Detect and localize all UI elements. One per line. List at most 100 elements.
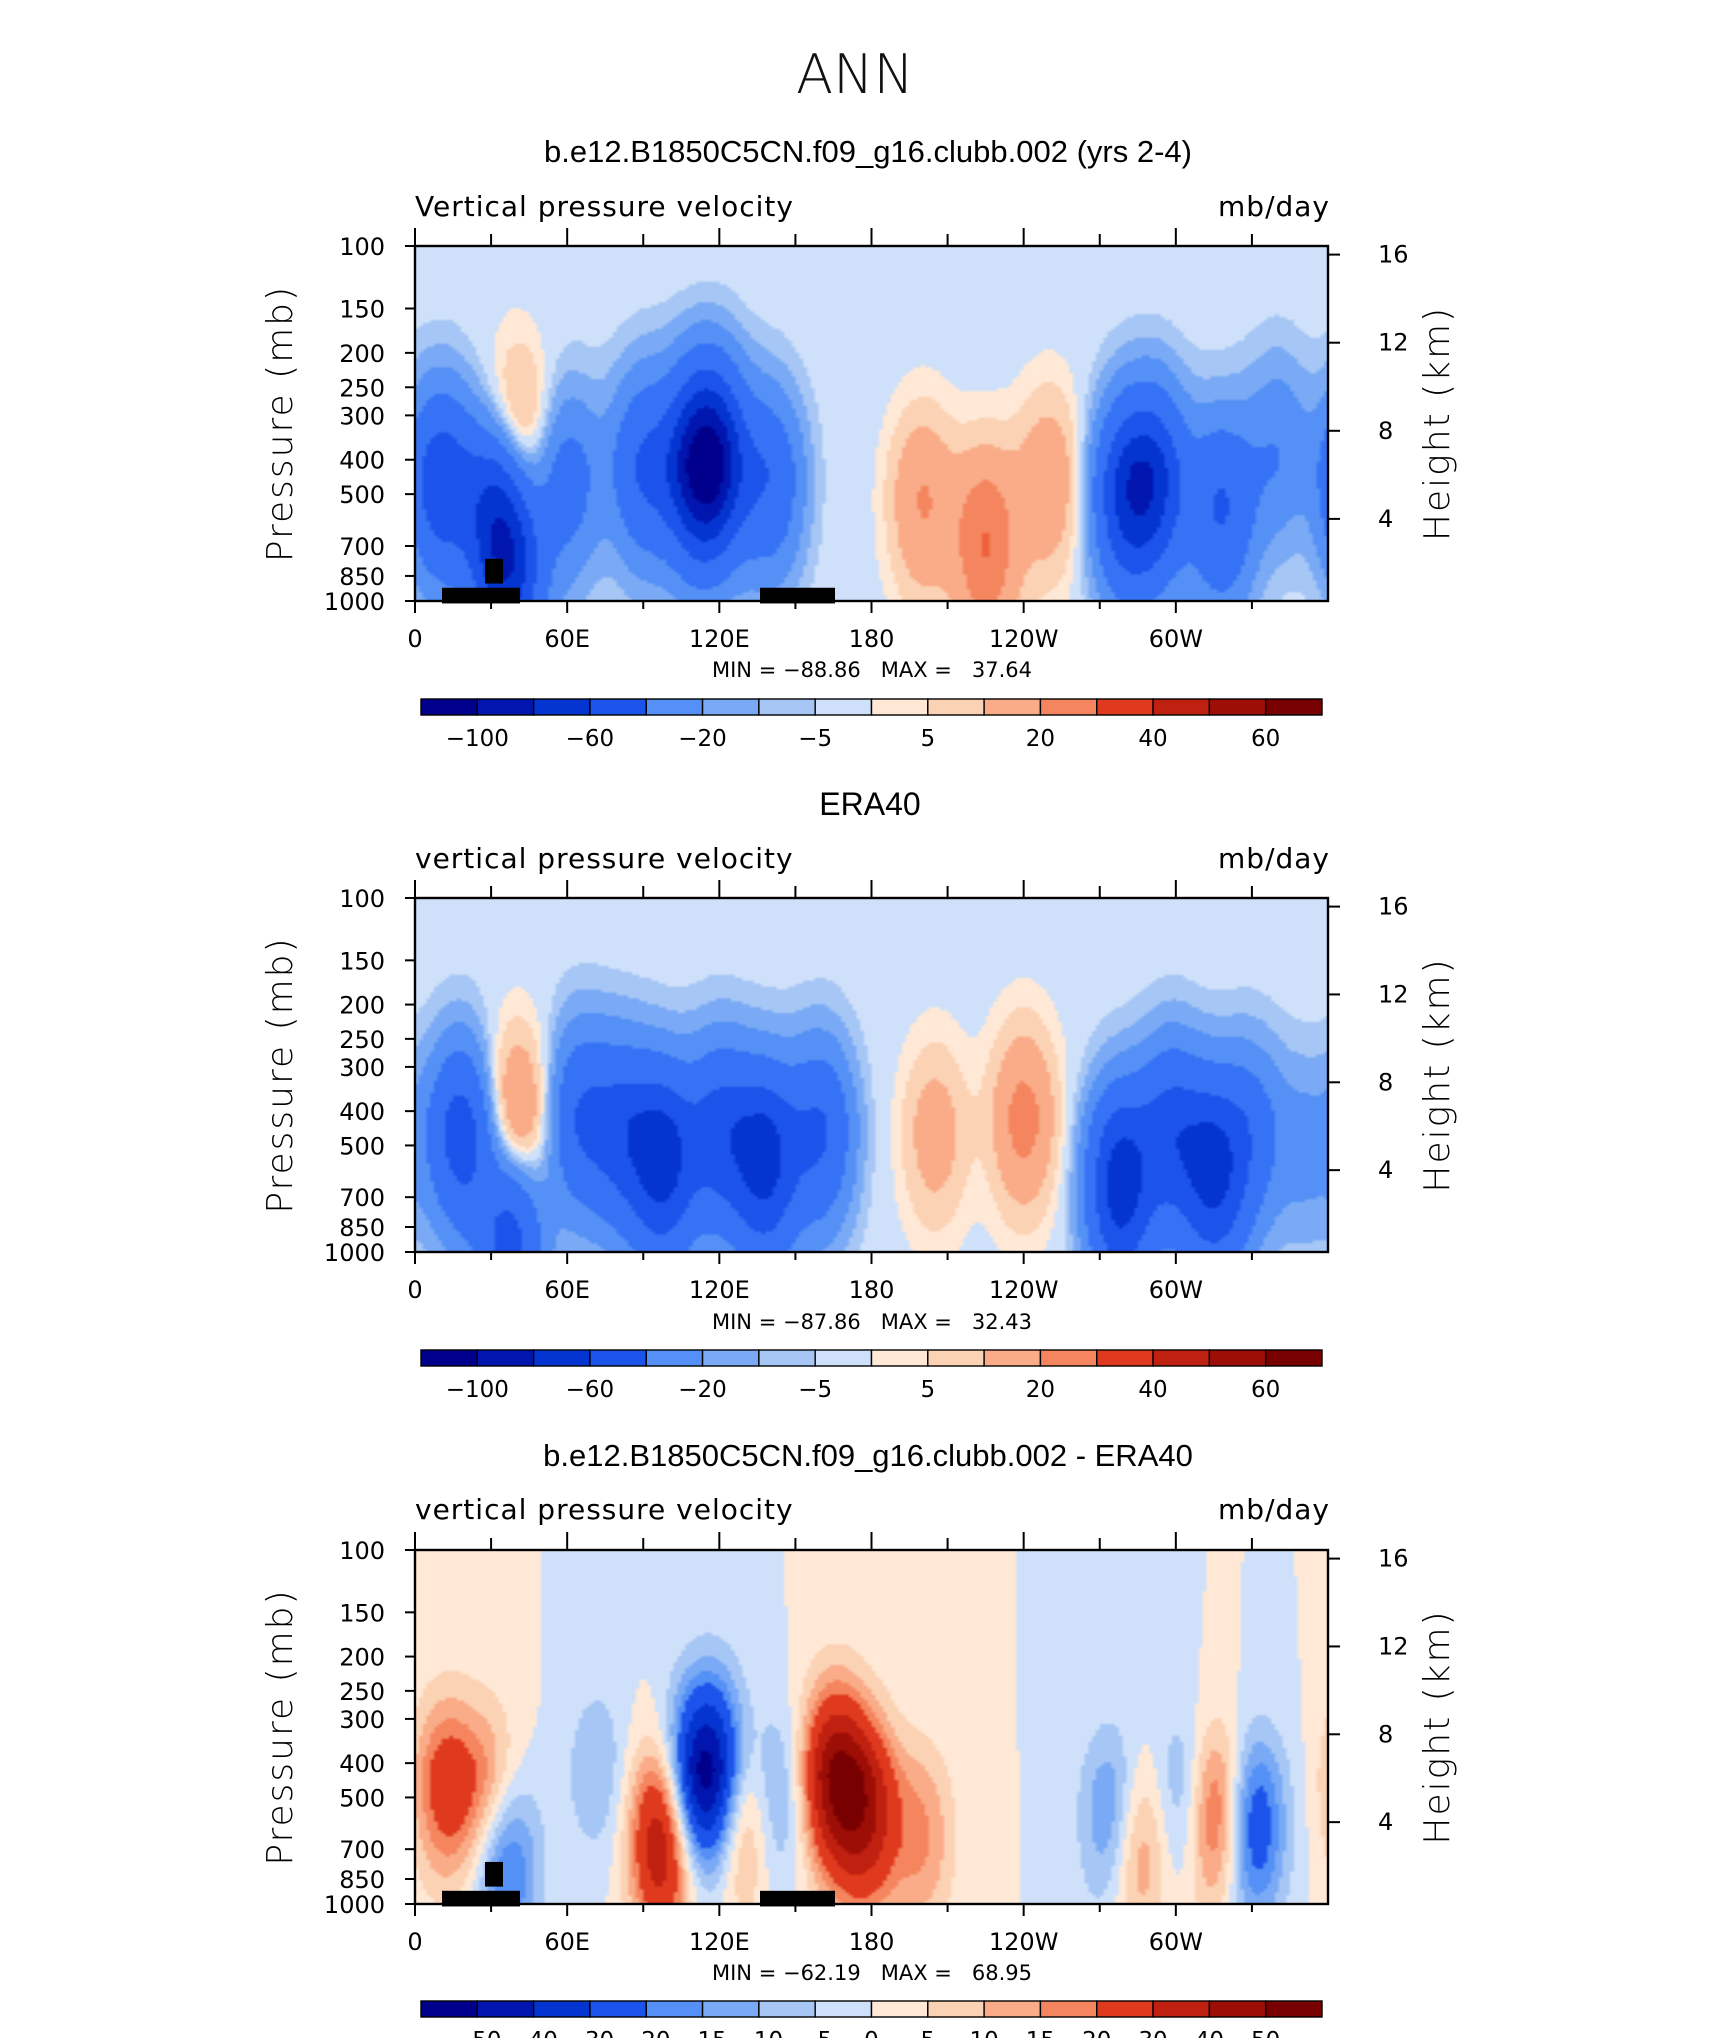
height-tick-label: 8 xyxy=(1378,1720,1393,1748)
height-tick-label: 16 xyxy=(1378,1545,1409,1573)
colorbar-swatch xyxy=(589,2000,647,2018)
y-axis-label-right: Height (km) xyxy=(1417,306,1458,541)
colorbar-label: 40 xyxy=(1195,2028,1224,2038)
height-tick-label: 12 xyxy=(1378,980,1409,1008)
colorbar-swatch xyxy=(1096,1349,1154,1367)
colorbar-swatch xyxy=(589,698,647,716)
height-tick-label: 12 xyxy=(1378,329,1409,357)
colorbar-swatch xyxy=(758,1349,816,1367)
pressure-tick-label: 250 xyxy=(339,1678,385,1706)
colorbar-label: 40 xyxy=(1138,726,1167,752)
colorbar-swatch xyxy=(870,698,929,716)
colorbar-swatch xyxy=(532,1349,591,1367)
colorbar-swatch xyxy=(420,2000,479,2018)
pressure-tick-label: 300 xyxy=(339,402,385,430)
stats-label: MIN = −87.86 MAX = 32.43 xyxy=(712,1310,1032,1334)
pressure-tick-label: 100 xyxy=(339,233,385,261)
colorbar-label: 20 xyxy=(1082,2028,1111,2038)
contour-field xyxy=(415,898,1328,1252)
colorbar-swatch xyxy=(701,2000,760,2018)
colorbar-swatch xyxy=(758,698,816,716)
pressure-tick-label: 400 xyxy=(339,1750,385,1778)
colorbar-swatch xyxy=(1264,698,1323,716)
colorbar-swatch xyxy=(1096,698,1154,716)
colorbar-label: −5 xyxy=(798,2028,832,2038)
lon-tick-label: 120E xyxy=(689,625,750,653)
colorbar-swatch xyxy=(814,698,873,716)
figure-title: ANN xyxy=(796,43,914,106)
pressure-tick-label: 250 xyxy=(339,1026,385,1054)
pressure-tick-label: 200 xyxy=(339,992,385,1020)
colorbar-swatch xyxy=(927,698,985,716)
variable-label: vertical pressure velocity xyxy=(415,1493,794,1526)
pressure-tick-label: 500 xyxy=(339,1132,385,1160)
height-tick-label: 16 xyxy=(1378,241,1409,269)
pressure-tick-label: 300 xyxy=(339,1054,385,1082)
colorbar-swatch xyxy=(1152,2000,1211,2018)
colorbar-label: 5 xyxy=(920,2028,935,2038)
colorbar-swatch xyxy=(983,698,1042,716)
colorbar-swatch xyxy=(1152,698,1211,716)
colorbar-swatch xyxy=(1039,1349,1098,1367)
colorbar: −50−40−30−20−15−10−505101520304050 xyxy=(420,2000,1323,2038)
lon-tick-label: 60W xyxy=(1149,625,1203,653)
colorbar-swatch xyxy=(589,1349,647,1367)
colorbar-swatch xyxy=(1039,698,1098,716)
pressure-tick-label: 500 xyxy=(339,1784,385,1812)
pressure-tick-label: 100 xyxy=(339,1537,385,1565)
height-tick-label: 4 xyxy=(1378,1808,1393,1836)
colorbar-swatch xyxy=(701,698,760,716)
panel-title: ERA40 xyxy=(819,786,920,822)
colorbar: −100 −60 −20 −5 5 20 40 60 xyxy=(420,1349,1323,1403)
colorbar-label: 30 xyxy=(1138,2028,1167,2038)
panel-title: b.e12.B1850C5CN.f09_g16.clubb.002 - ERA4… xyxy=(543,1438,1193,1473)
lon-tick-label: 120E xyxy=(689,1276,750,1304)
colorbar-swatch xyxy=(532,698,591,716)
pressure-tick-label: 200 xyxy=(339,340,385,368)
y-axis-label-left: Pressure (mb) xyxy=(260,936,301,1213)
variable-label: vertical pressure velocity xyxy=(415,842,794,875)
colorbar-label: −5 xyxy=(798,726,832,752)
lon-tick-label: 0 xyxy=(407,1928,422,1956)
stats-label: MIN = −88.86 MAX = 37.64 xyxy=(712,658,1032,682)
lon-tick-label: 60W xyxy=(1149,1928,1203,1956)
units-label: mb/day xyxy=(1218,842,1330,875)
colorbar-label: 0 xyxy=(864,2028,879,2038)
colorbar-swatch xyxy=(1039,2000,1098,2018)
y-axis-label-right: Height (km) xyxy=(1417,957,1458,1192)
colorbar: −100 −60 −20 −5 5 20 40 60 xyxy=(420,698,1323,752)
colorbar-swatch xyxy=(983,2000,1042,2018)
colorbar-swatch xyxy=(870,2000,929,2018)
pressure-tick-label: 850 xyxy=(339,1866,385,1894)
colorbar-label: −10 xyxy=(735,2028,784,2038)
colorbar-label: 20 xyxy=(1026,726,1055,752)
colorbar-label: −40 xyxy=(509,2028,558,2038)
lon-tick-label: 60E xyxy=(544,625,590,653)
height-tick-label: 4 xyxy=(1378,505,1393,533)
panel-difference: b.e12.B1850C5CN.f09_g16.clubb.002 - ERA4… xyxy=(260,1438,1458,2038)
pressure-tick-label: 200 xyxy=(339,1644,385,1672)
pressure-tick-label: 150 xyxy=(339,947,385,975)
colorbar-label: 15 xyxy=(1026,2028,1055,2038)
colorbar-swatch xyxy=(1096,2000,1154,2018)
colorbar-label: 10 xyxy=(969,2028,998,2038)
panel-era40: ERA40 vertical pressure velocity mb/day … xyxy=(260,786,1458,1403)
units-label: mb/day xyxy=(1218,1493,1330,1526)
pressure-tick-label: 850 xyxy=(339,1214,385,1242)
height-tick-label: 12 xyxy=(1378,1632,1409,1660)
colorbar-swatch xyxy=(476,1349,535,1367)
lon-tick-label: 60W xyxy=(1149,1276,1203,1304)
pressure-tick-label: 1000 xyxy=(324,588,385,616)
pressure-tick-label: 700 xyxy=(339,1184,385,1212)
colorbar-label: −15 xyxy=(678,2028,727,2038)
colorbar-swatch xyxy=(927,2000,985,2018)
pressure-tick-label: 400 xyxy=(339,1098,385,1126)
lon-tick-label: 180 xyxy=(849,1276,895,1304)
colorbar-label: −20 xyxy=(678,726,727,752)
lon-tick-label: 0 xyxy=(407,625,422,653)
height-tick-label: 8 xyxy=(1378,417,1393,445)
colorbar-label: 40 xyxy=(1138,1377,1167,1403)
colorbar-label: −20 xyxy=(678,1377,727,1403)
units-label: mb/day xyxy=(1218,190,1330,223)
colorbar-label: 20 xyxy=(1026,1377,1055,1403)
